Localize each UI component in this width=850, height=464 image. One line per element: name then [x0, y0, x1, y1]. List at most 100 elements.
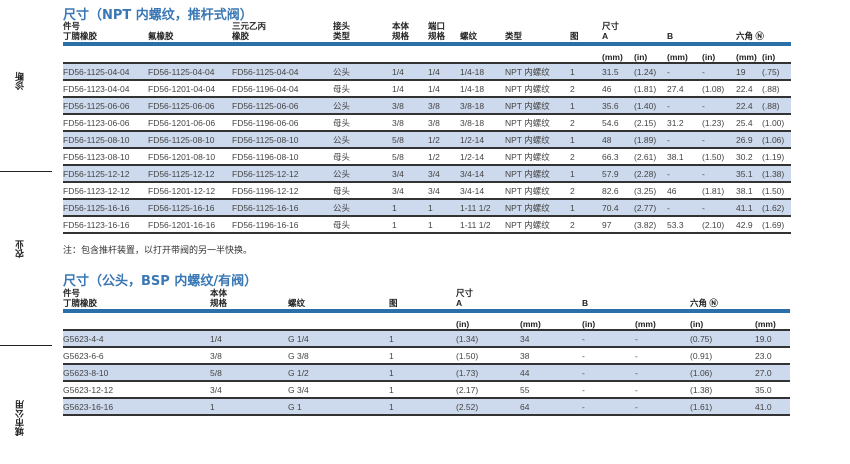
table-cell: G 3/4: [288, 381, 389, 399]
table-cell: G 1/4: [288, 330, 389, 348]
col-thread: 螺纹: [288, 288, 389, 313]
npt-table: 件号 丁腈橡胶 氟橡胶 三元乙丙 橡胶 接头 类型 本体 规格 端口 规格 螺纹 类型 图…: [63, 21, 792, 234]
table-cell: -: [667, 165, 703, 183]
table-cell: 1: [570, 63, 602, 81]
table-cell: 55: [520, 381, 583, 399]
side-label-agriculture: 农业: [16, 240, 26, 258]
table-row: FD56-1125-06-06 FD56-1125-06-06 FD56-1125-…: [63, 97, 792, 115]
table-cell: G5623-4-4: [63, 330, 210, 348]
col-conn-type: 接头 类型: [333, 21, 392, 46]
table-cell: 1: [570, 165, 602, 183]
table-cell: 3/8: [392, 97, 428, 115]
table-cell: 2: [570, 80, 602, 98]
table-cell: FD56-1125-12-12: [232, 165, 333, 183]
table-cell: -: [702, 97, 737, 115]
table-cell: 1/2: [428, 131, 460, 149]
table-cell: G 1: [288, 398, 389, 416]
table-cell: -: [582, 381, 636, 399]
table-cell: (1.34): [456, 330, 520, 348]
col-epdm: 三元乙丙 橡胶: [232, 21, 333, 46]
col-a: 尺寸 A: [602, 21, 668, 46]
table-cell: -: [635, 347, 691, 365]
table-cell: 母头: [333, 182, 392, 200]
col-viton: 氟橡胶: [148, 21, 232, 46]
table-cell: -: [582, 398, 636, 416]
table-row: FD56-1125-04-04 FD56-1125-04-04 FD56-1125-…: [63, 63, 792, 81]
table-cell: 46: [602, 80, 634, 98]
col-port: 端口 规格: [428, 21, 460, 46]
col-body: 本体 规格: [392, 21, 428, 46]
unit: (mm): [520, 311, 583, 331]
col-part: 件号 丁腈橡胶: [63, 288, 210, 313]
table-cell: (0.91): [690, 347, 756, 365]
table-cell: (1.19): [762, 148, 792, 166]
table-cell: 3/4: [392, 182, 428, 200]
table-cell: 3/8-18: [460, 114, 505, 132]
table-cell: (1.73): [456, 364, 520, 382]
col-hex: 六角 Ⓝ: [736, 21, 792, 46]
table-cell: (.88): [762, 80, 792, 98]
table-cell: NPT 内螺纹: [505, 131, 570, 149]
table-cell: 54.6: [602, 114, 634, 132]
table-cell: -: [702, 131, 737, 149]
unit: (mm): [755, 311, 791, 331]
table-cell: (1.62): [762, 199, 792, 217]
table-cell: 1: [570, 131, 602, 149]
table-cell: 42.9: [736, 216, 763, 234]
unit: (in): [456, 311, 520, 331]
table-cell: 1: [392, 216, 428, 234]
unit: (in): [634, 44, 668, 64]
table-cell: 38.1: [667, 148, 703, 166]
table-cell: 3/8-18: [460, 97, 505, 115]
table-cell: 35.0: [755, 381, 791, 399]
col-hex: 六角 Ⓝ: [690, 288, 791, 313]
table-row: FD56-1123-04-04 FD56-1201-04-04 FD56-1196-…: [63, 80, 792, 98]
table-cell: (1.00): [762, 114, 792, 132]
col-thread: 螺纹: [460, 21, 505, 46]
hex-icon: Ⓝ: [709, 298, 718, 308]
table-cell: 3/8: [210, 347, 288, 365]
table-cell: 1: [389, 364, 456, 382]
table-cell: (2.10): [702, 216, 737, 234]
col-type: 类型: [505, 21, 570, 46]
table-cell: NPT 内螺纹: [505, 199, 570, 217]
table-cell: 3/4: [392, 165, 428, 183]
table-cell: FD56-1201-08-10: [148, 148, 232, 166]
unit: (mm): [602, 44, 634, 64]
table-cell: (3.25): [634, 182, 668, 200]
table-cell: (1.38): [690, 381, 756, 399]
table-cell: 1/2-14: [460, 148, 505, 166]
table-cell: FD56-1201-12-12: [148, 182, 232, 200]
table-cell: G 3/8: [288, 347, 389, 365]
table-cell: 23.0: [755, 347, 791, 365]
table-cell: 41.1: [736, 199, 763, 217]
table-cell: 母头: [333, 216, 392, 234]
table-cell: -: [582, 330, 636, 348]
table-cell: -: [702, 199, 737, 217]
npt-units-row: (mm) (in) (mm) (in) (mm) (in): [63, 44, 792, 64]
table-row: FD56-1123-12-12 FD56-1201-12-12 FD56-1196-…: [63, 182, 792, 200]
table-cell: (1.24): [634, 63, 668, 81]
table-cell: 1: [570, 199, 602, 217]
table-cell: 46: [667, 182, 703, 200]
table-cell: -: [582, 364, 636, 382]
bsp-units-row: (in) (mm) (in) (mm) (in) (mm): [63, 311, 791, 331]
table-cell: (1.06): [762, 131, 792, 149]
table-cell: (0.75): [690, 330, 756, 348]
table-cell: (1.50): [762, 182, 792, 200]
col-a: 尺寸 A: [456, 288, 583, 313]
table-cell: G 1/2: [288, 364, 389, 382]
table-cell: FD56-1125-04-04: [63, 63, 148, 81]
table-cell: 公头: [333, 63, 392, 81]
table-cell: FD56-1125-16-16: [148, 199, 232, 217]
table-cell: FD56-1123-06-06: [63, 114, 148, 132]
table-cell: FD56-1125-06-06: [232, 97, 333, 115]
table-row: FD56-1123-08-10 FD56-1201-08-10 FD56-1196-…: [63, 148, 792, 166]
table-cell: 31.2: [667, 114, 703, 132]
table-cell: 1: [428, 216, 460, 234]
table-cell: 1/4: [428, 80, 460, 98]
table-cell: 1/4-18: [460, 80, 505, 98]
table-cell: FD56-1196-16-16: [232, 216, 333, 234]
table-cell: (.75): [762, 63, 792, 81]
table-cell: 38.1: [736, 182, 763, 200]
